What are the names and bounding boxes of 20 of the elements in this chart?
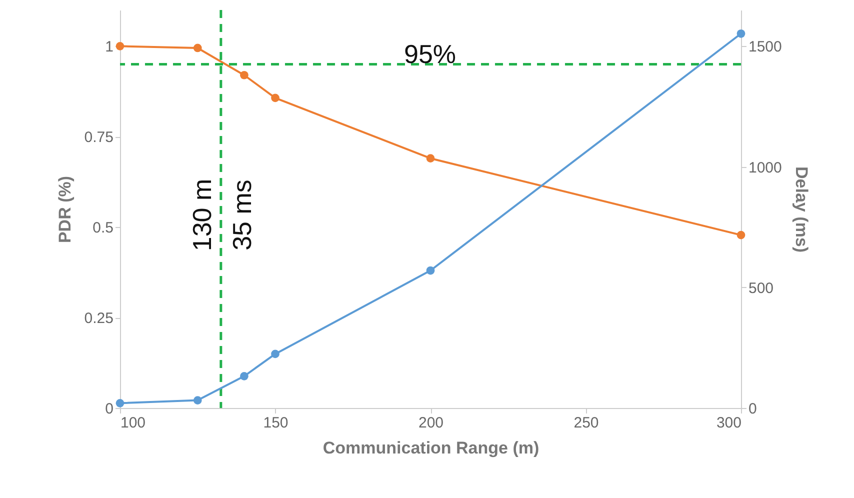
y-tick-label: 0.75: [84, 129, 114, 146]
y2-tick-label: 1500: [748, 38, 782, 56]
x-axis-title: Communication Range (m): [322, 438, 540, 458]
annotation: 95%: [404, 39, 456, 69]
x-tick-label: 300: [716, 414, 742, 432]
x-tick-label: 200: [418, 414, 444, 432]
y-tick-label: 1: [105, 38, 114, 56]
y2-axis-title: Delay (ms): [792, 166, 811, 252]
y-tick-label: 0: [105, 400, 114, 418]
y-axis-title: PDR (%): [55, 176, 74, 244]
y2-tick-label: 1000: [748, 159, 782, 176]
y2-tick-label: 500: [748, 280, 774, 297]
y-tick-label: 0.5: [92, 220, 114, 237]
x-tick-label: 250: [574, 414, 599, 432]
y-tick-label: 0.25: [84, 310, 114, 328]
y2-tick-label: 0: [748, 400, 757, 418]
annotation: 130 m: [187, 178, 217, 252]
x-tick-label: 150: [263, 414, 288, 432]
x-tick-label: 100: [120, 414, 146, 432]
annotation: 35 ms: [227, 180, 257, 250]
